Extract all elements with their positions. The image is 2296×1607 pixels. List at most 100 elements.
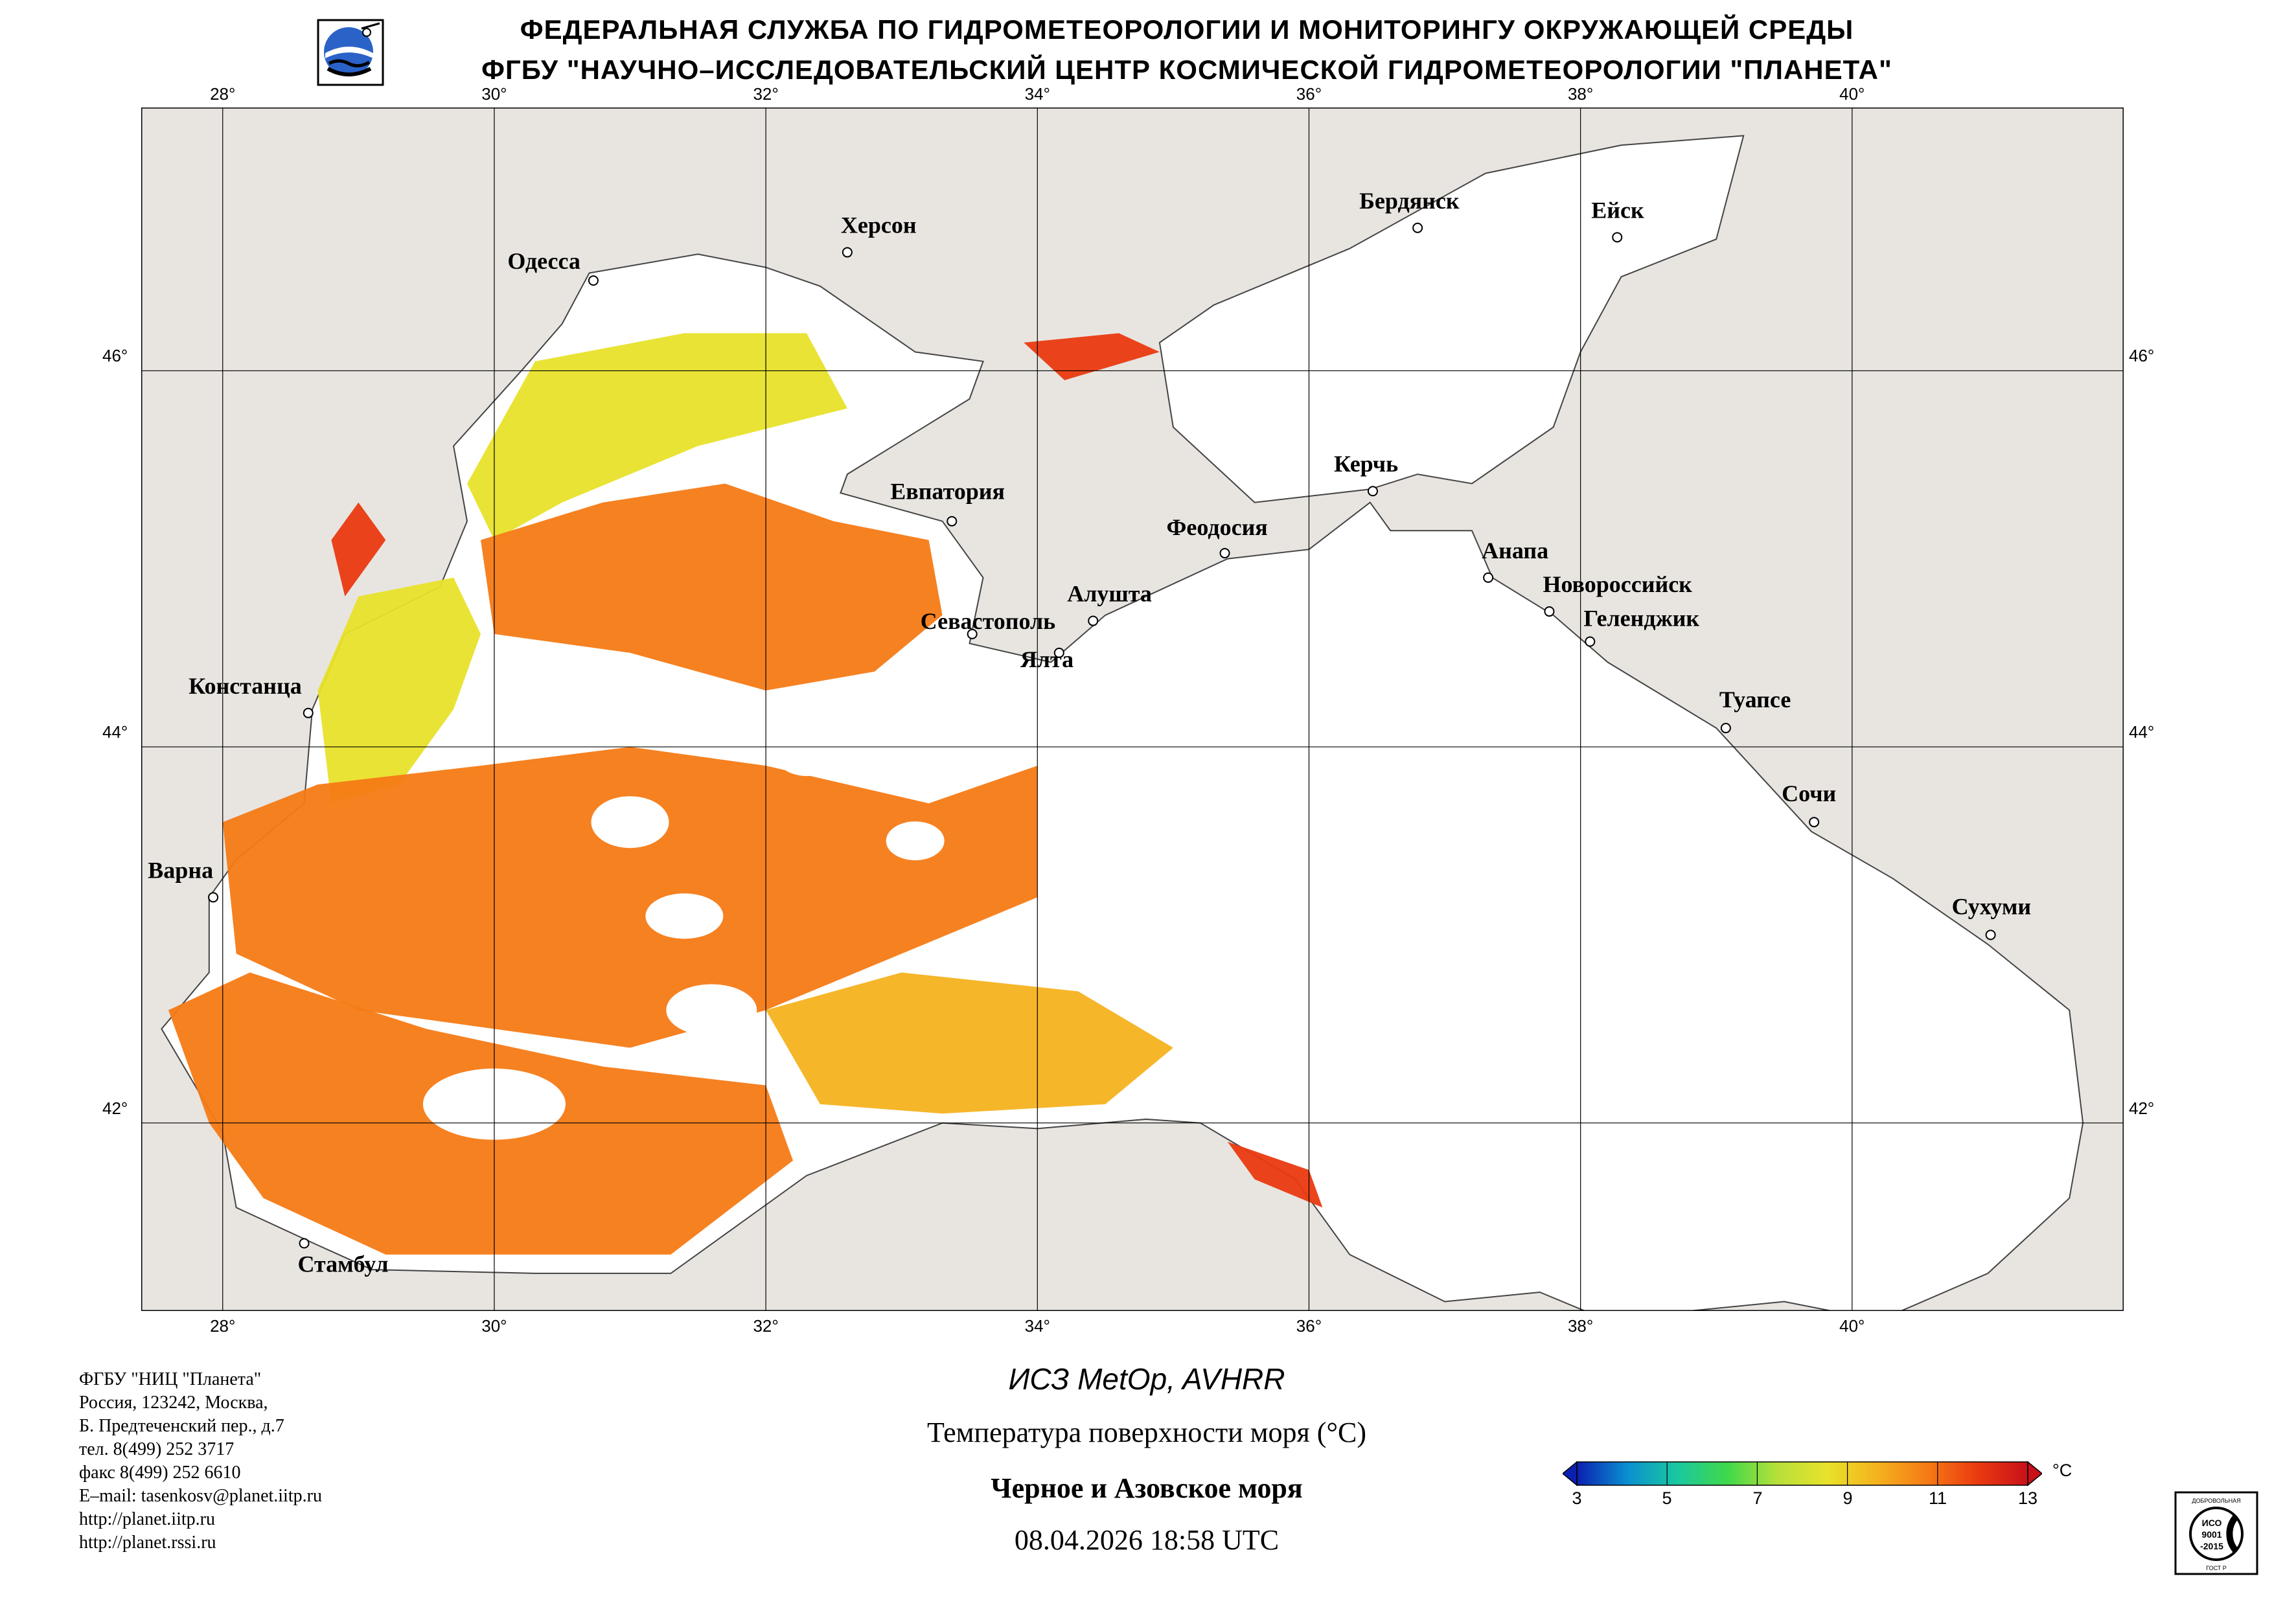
lon-label: 32° <box>753 84 779 104</box>
city-marker <box>967 628 978 639</box>
city-label-2: Бердянск <box>1359 188 1460 214</box>
city-marker <box>1483 572 1494 583</box>
lon-label: 38° <box>1567 84 1594 104</box>
city-marker <box>1985 929 1996 940</box>
city-label-12: Ялта <box>1020 646 1073 672</box>
lon-label: 40° <box>1839 84 1865 104</box>
sst-patch <box>331 502 386 597</box>
city-label-17: Сухуми <box>1952 893 2032 919</box>
lon-label: 34° <box>1024 1316 1050 1336</box>
lon-label: 40° <box>1839 1316 1865 1336</box>
city-label-1: Одесса <box>507 248 580 274</box>
lon-label: 30° <box>481 1316 507 1336</box>
city-label-16: Варна <box>148 857 213 883</box>
header-title-1: ФЕДЕРАЛЬНАЯ СЛУЖБА ПО ГИДРОМЕТЕОРОЛОГИИ … <box>520 14 1854 45</box>
cloud-gap <box>666 984 757 1036</box>
city-marker <box>299 1238 310 1249</box>
sst-patch <box>222 747 1038 1048</box>
colorbar-unit: °C <box>2052 1461 2072 1480</box>
sst-patch <box>766 972 1173 1114</box>
azov-sea-area <box>1158 135 1745 503</box>
colorbar-scale <box>1576 1461 2028 1486</box>
cities-layer: Херсон Одесса Бердянск Ейск Евпатория Керчь Фе… <box>148 188 2031 1277</box>
lon-label: 28° <box>210 1316 236 1336</box>
iso-year: -2015 <box>2200 1541 2223 1551</box>
city-marker <box>208 892 219 903</box>
iso-number: 9001 <box>2201 1529 2221 1540</box>
iso-bottom-text: ГОСТ Р <box>2206 1565 2227 1571</box>
city-label-11: Геленджик <box>1583 605 1699 631</box>
iso-certification-icon: ДОБРОВОЛЬНАЯ ИСО 9001 -2015 ГОСТ Р <box>2174 1491 2258 1575</box>
lat-label: 42° <box>2129 1098 2155 1118</box>
city-marker <box>1367 486 1378 497</box>
lat-label: 44° <box>2129 722 2155 742</box>
planeta-logo-icon <box>317 19 384 86</box>
lon-label: 36° <box>1296 1316 1322 1336</box>
sst-patch <box>481 483 943 690</box>
city-label-18: Стамбул <box>298 1251 389 1277</box>
city-label-9: Севастополь <box>921 608 1056 634</box>
cloud-gap <box>516 690 581 729</box>
city-label-8: Алушта <box>1067 581 1152 607</box>
colorbar-high-arrow <box>2027 1461 2042 1487</box>
lat-label: 44° <box>102 722 128 742</box>
address-line: ФГБУ "НИЦ "Планета" <box>79 1369 262 1389</box>
sst-patch <box>1227 1141 1323 1208</box>
colorbar-tick: 5 <box>1662 1488 1672 1508</box>
city-marker <box>1219 548 1230 559</box>
city-label-4: Евпатория <box>890 479 1005 505</box>
address-phone: тел. 8(499) 252 3717 <box>79 1439 235 1459</box>
city-marker <box>303 707 314 718</box>
city-marker <box>1585 636 1596 647</box>
colorbar-low-arrow <box>1563 1461 1578 1487</box>
lon-label: 34° <box>1024 84 1050 104</box>
lat-label: 46° <box>2129 346 2155 366</box>
colorbar-tick: 7 <box>1752 1488 1763 1508</box>
lat-label: 46° <box>102 346 128 366</box>
address-url[interactable]: http://planet.iitp.ru <box>79 1509 215 1529</box>
address-line: Россия, 123242, Москва, <box>79 1393 268 1413</box>
lon-label: 32° <box>753 1316 779 1336</box>
header-title-2: ФГБУ "НАУЧНО–ИССЛЕДОВАТЕЛЬСКИЙ ЦЕНТР КОС… <box>481 54 1892 85</box>
product-label: Температура поверхности моря (°C) <box>926 1417 1367 1448</box>
city-label-14: Туапсе <box>1719 687 1791 712</box>
satellite-label: ИСЗ MetOp, AVHRR <box>1008 1362 1285 1396</box>
sst-patch <box>467 333 847 540</box>
city-marker <box>1544 606 1555 617</box>
colorbar-tick: 9 <box>1843 1488 1853 1508</box>
city-label-3: Ейск <box>1591 197 1644 223</box>
city-marker <box>947 516 958 527</box>
cloud-gap <box>886 821 945 861</box>
region-label: Черное и Азовское моря <box>991 1472 1303 1504</box>
lon-label: 36° <box>1296 84 1322 104</box>
city-marker <box>1720 723 1731 734</box>
city-label-0: Херсон <box>841 212 917 238</box>
city-marker <box>1088 615 1099 626</box>
cloud-gap <box>645 893 724 939</box>
address-url[interactable]: http://planet.rssi.ru <box>79 1533 216 1553</box>
iso-label: ИСО <box>2202 1518 2222 1528</box>
datetime-label: 08.04.2026 18:58 UTC <box>1014 1524 1280 1556</box>
cloud-gap <box>591 796 669 849</box>
address-email[interactable]: E–mail: tasenkosv@planet.iitp.ru <box>79 1486 322 1506</box>
lon-label: 38° <box>1567 1316 1594 1336</box>
city-label-7: Анапа <box>1482 538 1548 564</box>
city-marker <box>1612 232 1623 243</box>
city-label-10: Новороссийск <box>1543 571 1692 597</box>
sst-patch <box>1024 333 1160 380</box>
city-marker <box>588 275 599 286</box>
city-marker <box>1809 817 1820 828</box>
colorbar-tick: 3 <box>1572 1488 1582 1508</box>
colorbar <box>1563 1461 2042 1487</box>
lat-label: 42° <box>102 1098 128 1118</box>
city-label-6: Феодосия <box>1167 514 1268 540</box>
lon-label: 30° <box>481 84 507 104</box>
address-line: Б. Предтеченский пер., д.7 <box>79 1416 284 1436</box>
colorbar-tick: 13 <box>2017 1488 2038 1508</box>
graticule <box>141 108 2124 1311</box>
iso-top-text: ДОБРОВОЛЬНАЯ <box>2192 1498 2240 1504</box>
address-fax: факс 8(499) 252 6610 <box>79 1463 241 1483</box>
city-label-15: Сочи <box>1782 781 1836 806</box>
lon-label: 28° <box>210 84 236 104</box>
city-marker <box>1053 647 1064 658</box>
